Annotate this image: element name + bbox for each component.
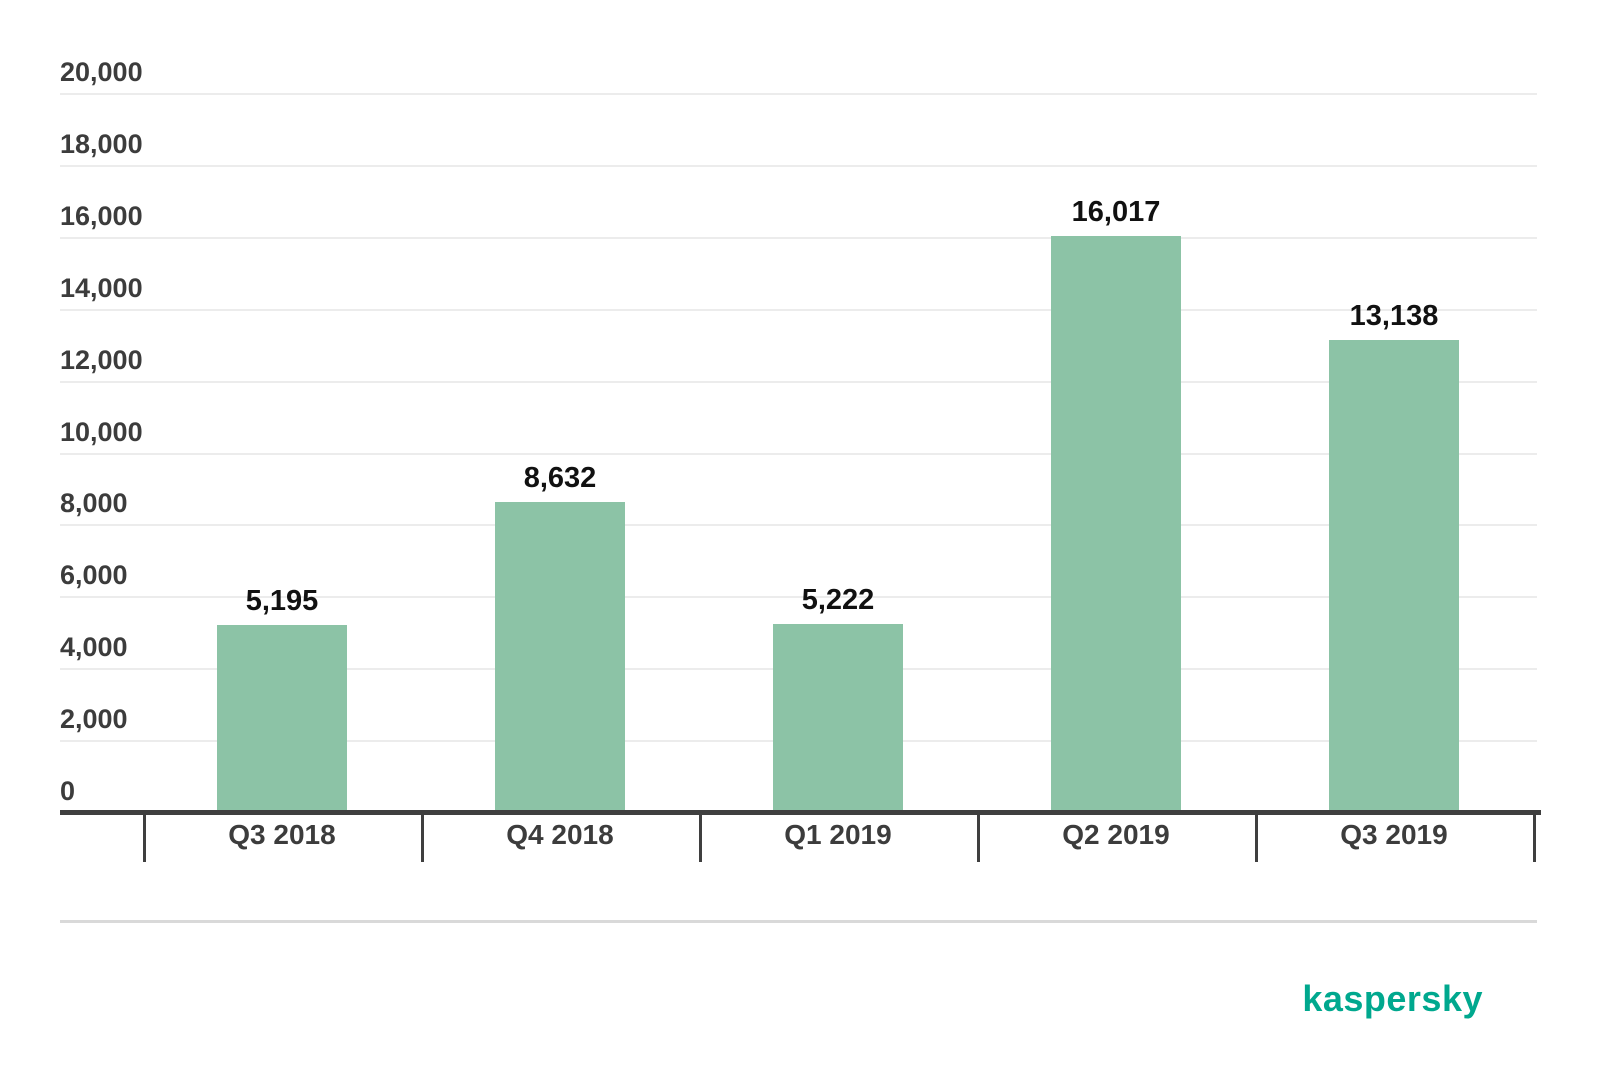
x-axis-category-label: Q1 2019	[784, 819, 892, 850]
y-axis-tick-label: 2,000	[60, 704, 128, 734]
y-axis-tick-label: 4,000	[60, 632, 128, 662]
bar-value-label: 5,222	[801, 584, 875, 616]
y-axis-tick-label: 16,000	[60, 201, 143, 231]
x-axis-tick	[421, 810, 424, 862]
gridline	[60, 309, 1537, 311]
x-axis-tick	[699, 810, 702, 862]
bar-value-label: 5,195	[245, 585, 319, 617]
x-axis-tick	[1255, 810, 1258, 862]
x-axis-tick	[977, 810, 980, 862]
y-axis-tick-label: 18,000	[60, 129, 143, 159]
y-axis-tick-label: 14,000	[60, 273, 143, 303]
gridline	[60, 453, 1537, 455]
bar-q1-2019	[773, 624, 903, 812]
bar-value-label: 16,017	[1071, 196, 1161, 228]
bar-value-label: 8,632	[523, 462, 597, 494]
x-axis-tick	[1533, 810, 1536, 862]
x-axis-category-label: Q3 2019	[1340, 819, 1448, 850]
y-axis-tick-label: 6,000	[60, 560, 128, 590]
x-axis-category-label: Q4 2018	[506, 819, 614, 850]
gridline	[60, 596, 1537, 598]
y-axis-tick-label: 8,000	[60, 488, 128, 518]
x-axis-category-label: Q2 2019	[1062, 819, 1170, 850]
x-axis-tick	[143, 810, 146, 862]
x-axis-line	[60, 810, 1541, 815]
bar-q2-2019	[1051, 236, 1181, 812]
bar-q4-2018	[495, 502, 625, 812]
gridline	[60, 381, 1537, 383]
bar-q3-2019	[1329, 340, 1459, 812]
gridline	[60, 93, 1537, 95]
bar-q3-2018	[217, 625, 347, 812]
kaspersky-logo: kaspersky	[1302, 978, 1483, 1019]
y-axis-tick-label: 12,000	[60, 345, 143, 375]
gridline	[60, 237, 1537, 239]
y-axis-tick-label: 10,000	[60, 417, 143, 447]
gridline	[60, 165, 1537, 167]
gridline	[60, 524, 1537, 526]
y-axis-tick-label: 20,000	[60, 57, 143, 87]
divider-line	[60, 920, 1537, 923]
y-axis-tick-label: 0	[60, 776, 76, 806]
bar-value-label: 13,138	[1349, 300, 1439, 332]
x-axis-category-label: Q3 2018	[228, 819, 336, 850]
